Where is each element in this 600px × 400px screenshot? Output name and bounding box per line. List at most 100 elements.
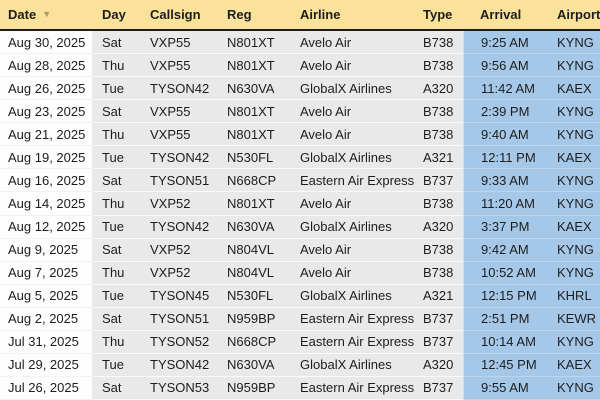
cell-callsign: TYSON45 — [140, 284, 218, 308]
cell-reg: N630VA — [218, 77, 291, 101]
cell-airline: GlobalX Airlines — [291, 353, 415, 377]
column-header-day[interactable]: Day — [92, 7, 140, 22]
column-header-callsign-label: Callsign — [150, 7, 201, 22]
cell-airline: Eastern Air Express — [291, 169, 415, 193]
cell-date: Aug 23, 2025 — [0, 100, 92, 124]
cell-arrival: 9:33 AM — [463, 169, 547, 193]
cell-airport: KYNG — [547, 238, 600, 262]
cell-airport: KYNG — [547, 100, 600, 124]
cell-airport: KYNG — [547, 169, 600, 193]
table-row[interactable]: Jul 31, 2025 Thu TYSON52 N668CP Eastern Air … — [0, 330, 600, 354]
cell-type: A321 — [415, 146, 463, 170]
column-header-airline[interactable]: Airline — [291, 7, 415, 22]
cell-callsign: TYSON51 — [140, 169, 218, 193]
column-header-callsign[interactable]: Callsign — [140, 7, 218, 22]
table-row[interactable]: Aug 5, 2025 Tue TYSON45 N530FL GlobalX Airli… — [0, 284, 600, 308]
column-header-airport[interactable]: Airport — [547, 7, 600, 22]
cell-arrival: 9:56 AM — [463, 54, 547, 78]
column-header-date[interactable]: Date ▼ — [0, 7, 92, 22]
cell-arrival: 9:55 AM — [463, 376, 547, 400]
cell-airline: Eastern Air Express — [291, 330, 415, 354]
cell-day: Sat — [92, 100, 140, 124]
column-header-day-label: Day — [102, 7, 126, 22]
cell-date: Jul 31, 2025 — [0, 330, 92, 354]
table-row[interactable]: Aug 16, 2025 Sat TYSON51 N668CP Eastern Air … — [0, 169, 600, 193]
cell-type: A321 — [415, 284, 463, 308]
cell-type: B738 — [415, 100, 463, 124]
cell-airport: KYNG — [547, 54, 600, 78]
cell-reg: N630VA — [218, 215, 291, 239]
cell-arrival: 9:42 AM — [463, 238, 547, 262]
table-row[interactable]: Aug 7, 2025 Thu VXP52 N804VL Avelo Air B738 10… — [0, 261, 600, 285]
cell-airline: Avelo Air — [291, 123, 415, 147]
table-row[interactable]: Aug 12, 2025 Tue TYSON42 N630VA GlobalX Airl… — [0, 215, 600, 239]
table-body: Aug 30, 2025 Sat VXP55 N801XT Avelo Air B738 9… — [0, 31, 600, 400]
column-header-reg[interactable]: Reg — [218, 7, 291, 22]
cell-airport: KYNG — [547, 31, 600, 55]
table-row[interactable]: Aug 2, 2025 Sat TYSON51 N959BP Eastern Air E… — [0, 307, 600, 331]
table-row[interactable]: Aug 28, 2025 Thu VXP55 N801XT Avelo Air B738 9… — [0, 54, 600, 78]
table-row[interactable]: Aug 26, 2025 Tue TYSON42 N630VA GlobalX Airl… — [0, 77, 600, 101]
cell-date: Aug 21, 2025 — [0, 123, 92, 147]
sort-descending-icon: ▼ — [42, 9, 52, 19]
cell-airport: KYNG — [547, 192, 600, 216]
table-row[interactable]: Jul 26, 2025 Sat TYSON53 N959BP Eastern Air … — [0, 376, 600, 400]
cell-arrival: 2:51 PM — [463, 307, 547, 331]
cell-airport: KEWR — [547, 307, 600, 331]
table-row[interactable]: Aug 23, 2025 Sat VXP55 N801XT Avelo Air B738 2… — [0, 100, 600, 124]
cell-callsign: TYSON42 — [140, 77, 218, 101]
cell-callsign: TYSON51 — [140, 307, 218, 331]
cell-arrival: 12:15 PM — [463, 284, 547, 308]
column-header-airline-label: Airline — [300, 7, 341, 22]
cell-airline: Avelo Air — [291, 261, 415, 285]
cell-airline: Eastern Air Express — [291, 376, 415, 400]
cell-callsign: VXP55 — [140, 123, 218, 147]
cell-day: Thu — [92, 192, 140, 216]
cell-type: B737 — [415, 330, 463, 354]
table-row[interactable]: Aug 21, 2025 Thu VXP55 N801XT Avelo Air B738 9… — [0, 123, 600, 147]
cell-type: A320 — [415, 215, 463, 239]
cell-callsign: VXP52 — [140, 261, 218, 285]
cell-arrival: 2:39 PM — [463, 100, 547, 124]
table-row[interactable]: Aug 19, 2025 Tue TYSON42 N530FL GlobalX Airl… — [0, 146, 600, 170]
cell-callsign: TYSON42 — [140, 215, 218, 239]
cell-date: Aug 28, 2025 — [0, 54, 92, 78]
cell-airline: Avelo Air — [291, 100, 415, 124]
cell-type: A320 — [415, 353, 463, 377]
table-row[interactable]: Aug 30, 2025 Sat VXP55 N801XT Avelo Air B738 9… — [0, 31, 600, 55]
cell-arrival: 10:52 AM — [463, 261, 547, 285]
cell-date: Aug 30, 2025 — [0, 31, 92, 55]
cell-callsign: VXP52 — [140, 192, 218, 216]
column-header-reg-label: Reg — [227, 7, 252, 22]
cell-date: Aug 7, 2025 — [0, 261, 92, 285]
column-header-type[interactable]: Type — [415, 7, 463, 22]
cell-day: Tue — [92, 215, 140, 239]
cell-arrival: 12:45 PM — [463, 353, 547, 377]
cell-reg: N801XT — [218, 192, 291, 216]
cell-day: Sat — [92, 238, 140, 262]
cell-airport: KHRL — [547, 284, 600, 308]
column-header-arrival[interactable]: Arrival — [463, 7, 547, 22]
column-header-arrival-label: Arrival — [480, 7, 522, 22]
cell-reg: N801XT — [218, 54, 291, 78]
cell-day: Sat — [92, 169, 140, 193]
table-row[interactable]: Aug 14, 2025 Thu VXP52 N801XT Avelo Air B738 1… — [0, 192, 600, 216]
cell-airport: KAEX — [547, 215, 600, 239]
cell-airport: KAEX — [547, 353, 600, 377]
cell-callsign: VXP55 — [140, 54, 218, 78]
cell-reg: N530FL — [218, 146, 291, 170]
cell-date: Aug 9, 2025 — [0, 238, 92, 262]
cell-date: Aug 14, 2025 — [0, 192, 92, 216]
cell-date: Jul 26, 2025 — [0, 376, 92, 400]
table-row[interactable]: Aug 9, 2025 Sat VXP52 N804VL Avelo Air B738 9:… — [0, 238, 600, 262]
cell-airport: KYNG — [547, 376, 600, 400]
cell-airport: KYNG — [547, 123, 600, 147]
cell-date: Aug 19, 2025 — [0, 146, 92, 170]
cell-date: Aug 5, 2025 — [0, 284, 92, 308]
cell-type: B738 — [415, 238, 463, 262]
cell-day: Tue — [92, 146, 140, 170]
cell-airport: KYNG — [547, 261, 600, 285]
table-row[interactable]: Jul 29, 2025 Tue TYSON42 N630VA GlobalX Airl… — [0, 353, 600, 377]
cell-day: Thu — [92, 54, 140, 78]
